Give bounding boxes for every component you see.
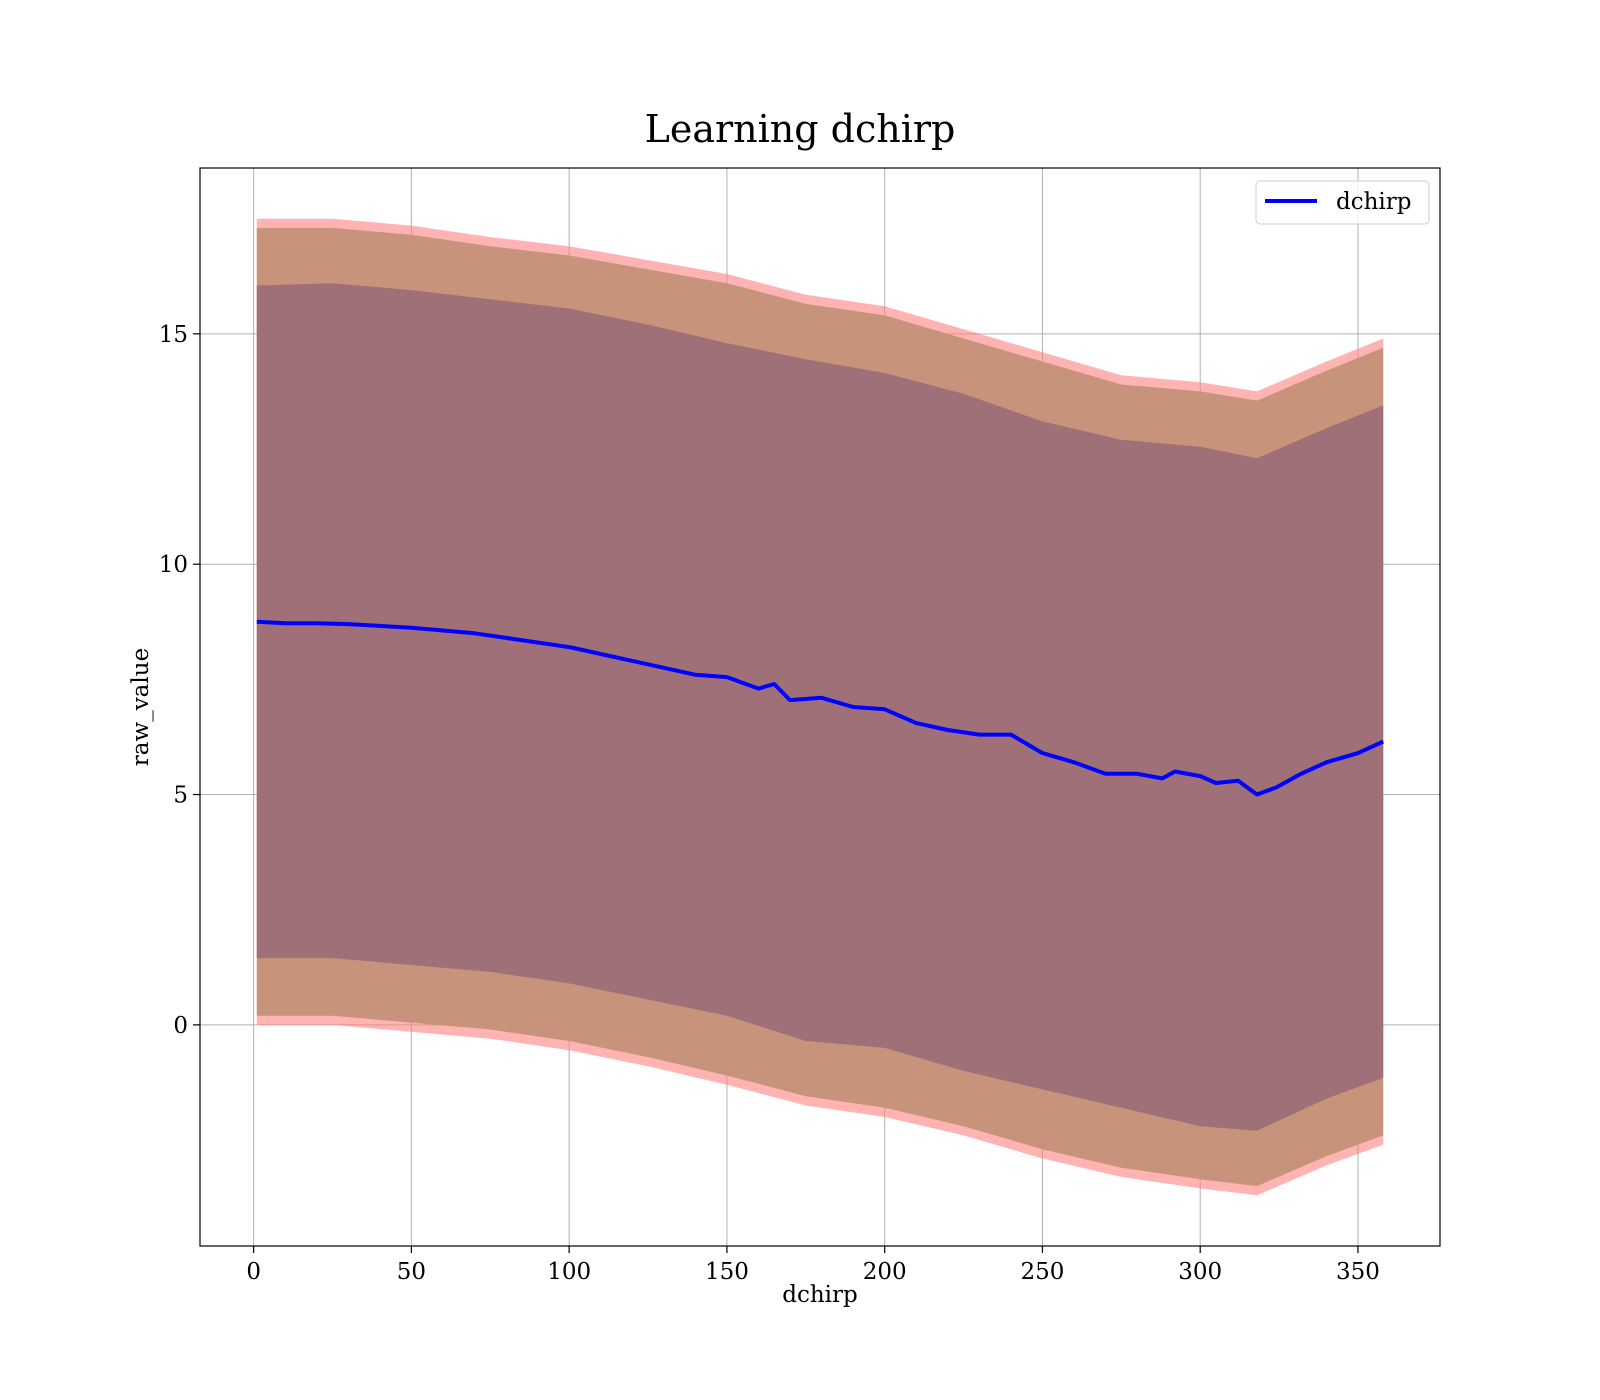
x-tick-label: 50 (397, 1259, 426, 1285)
x-tick-label: 100 (547, 1259, 591, 1285)
y-axis-label: raw_value (128, 648, 154, 766)
x-tick-label: 200 (863, 1259, 907, 1285)
x-axis: 0 50 100 150 200 250 300 350 (246, 1246, 1380, 1285)
series-line-dchirp (256, 619, 1385, 797)
chart-title: Learning dchirp (645, 107, 956, 151)
plot-area (200, 168, 1440, 1246)
y-tick-label: 0 (173, 1013, 188, 1039)
y-tick-label: 10 (159, 552, 188, 578)
x-tick-label: 150 (705, 1259, 749, 1285)
x-tick-label: 350 (1336, 1259, 1380, 1285)
y-axis: 0 5 10 15 (159, 322, 200, 1039)
y-tick-label: 15 (159, 322, 188, 348)
plot-frame (199, 167, 1441, 1247)
y-tick-label: 5 (173, 783, 188, 809)
legend-box (1255, 180, 1430, 225)
x-tick-label: 300 (1178, 1259, 1222, 1285)
legend-label-dchirp: dchirp (1336, 189, 1412, 215)
x-tick-label: 250 (1020, 1259, 1064, 1285)
legend: dchirp (1255, 180, 1430, 225)
x-tick-label: 0 (246, 1259, 261, 1285)
band-inner (256, 283, 1384, 1131)
x-axis-label: dchirp (782, 1282, 858, 1308)
